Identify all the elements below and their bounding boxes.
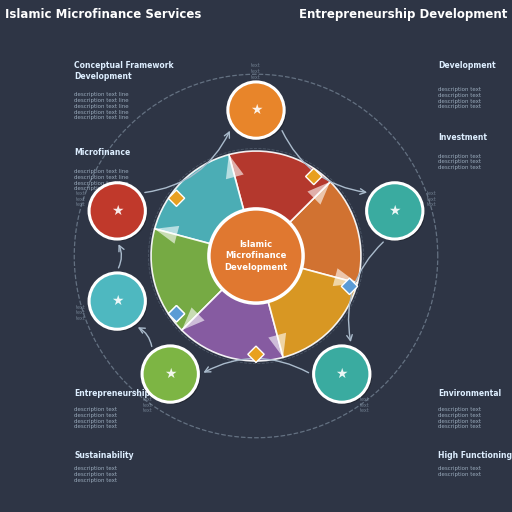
Text: text
text
text: text text text (426, 191, 436, 207)
Wedge shape (256, 256, 357, 357)
Polygon shape (168, 306, 185, 322)
Circle shape (142, 346, 198, 402)
Text: ★: ★ (250, 103, 262, 117)
Circle shape (228, 82, 284, 138)
Wedge shape (256, 182, 361, 283)
Polygon shape (306, 168, 322, 185)
Wedge shape (151, 229, 256, 330)
Text: ★: ★ (111, 204, 123, 218)
Wedge shape (182, 256, 283, 361)
Text: Environmental: Environmental (438, 389, 501, 398)
Text: Islamic Microfinance Services: Islamic Microfinance Services (5, 8, 202, 20)
Text: description text
description text
description text
description text: description text description text descri… (438, 407, 481, 430)
Circle shape (89, 273, 145, 329)
Text: Entrepreneurship: Entrepreneurship (74, 389, 150, 398)
Polygon shape (333, 268, 357, 286)
Text: description text line
description text line
description text line
description te: description text line description text l… (74, 169, 129, 191)
Circle shape (91, 275, 147, 331)
Text: description text
description text
description text
description text: description text description text descri… (438, 87, 481, 110)
Polygon shape (342, 278, 358, 294)
Polygon shape (307, 182, 330, 205)
Polygon shape (168, 306, 185, 322)
Text: Islamic
Microfinance
Development: Islamic Microfinance Development (224, 240, 288, 272)
Text: description text line
description text line
description text line
description te: description text line description text l… (74, 92, 129, 120)
Circle shape (144, 348, 200, 404)
Polygon shape (155, 226, 179, 244)
Circle shape (367, 183, 423, 239)
Text: Development: Development (438, 61, 496, 71)
Circle shape (369, 185, 425, 241)
Text: description text
description text: description text description text (438, 466, 481, 477)
Text: text
text
text: text text text (76, 305, 86, 321)
Polygon shape (182, 307, 205, 330)
Text: description text
description text
description text
description text: description text description text descri… (74, 407, 117, 430)
Circle shape (89, 183, 145, 239)
Polygon shape (168, 190, 185, 206)
Text: Sustainability: Sustainability (74, 451, 134, 460)
Text: description text
description text
description text: description text description text descri… (74, 466, 117, 482)
Polygon shape (248, 346, 264, 362)
Text: ★: ★ (111, 294, 123, 308)
Text: Investment: Investment (438, 133, 487, 142)
Wedge shape (229, 151, 330, 256)
Text: text
text
text: text text text (143, 397, 153, 413)
Text: Entrepreneurship Development: Entrepreneurship Development (298, 8, 507, 20)
Circle shape (91, 185, 147, 241)
Circle shape (314, 346, 370, 402)
Text: text
text
text: text text text (76, 191, 86, 207)
Wedge shape (155, 155, 256, 256)
Text: description text
description text
description text: description text description text descri… (438, 154, 481, 170)
Text: text
text
text: text text text (251, 63, 261, 80)
Circle shape (230, 84, 286, 140)
Text: High Functioning: High Functioning (438, 451, 512, 460)
Polygon shape (268, 333, 286, 357)
Circle shape (209, 209, 303, 303)
Polygon shape (226, 155, 244, 179)
Text: ★: ★ (335, 367, 348, 381)
Circle shape (316, 348, 372, 404)
Text: ★: ★ (164, 367, 177, 381)
Text: text
text
text: text text text (359, 397, 369, 413)
Text: Conceptual Framework
Development: Conceptual Framework Development (74, 61, 174, 81)
Text: Microfinance: Microfinance (74, 148, 131, 158)
Text: ★: ★ (389, 204, 401, 218)
